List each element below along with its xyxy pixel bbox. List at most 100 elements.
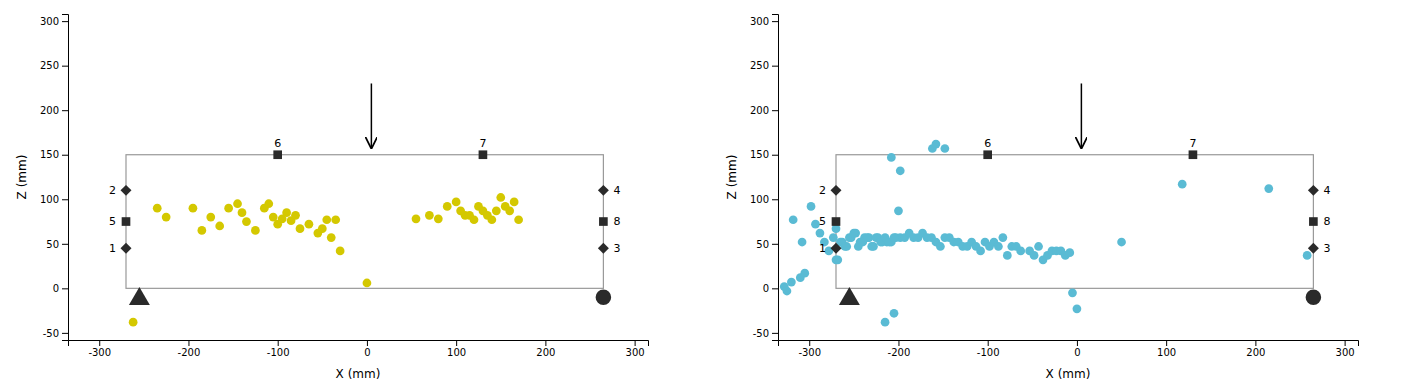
event-point <box>153 204 162 213</box>
y-tick: 100 <box>40 194 68 205</box>
y-tick: 0 <box>53 283 68 294</box>
y-tick-label: 0 <box>763 283 769 294</box>
event-point <box>425 211 434 220</box>
event-point <box>492 206 501 215</box>
y-axis-title: Z (mm) <box>15 155 29 200</box>
event-point <box>816 229 825 238</box>
event-point <box>189 204 198 213</box>
y-tick-mark <box>62 21 68 22</box>
event-point <box>1034 242 1043 251</box>
event-point <box>327 233 336 242</box>
sensor <box>121 243 132 254</box>
sensors <box>831 150 1319 253</box>
y-tick-mark <box>62 288 68 289</box>
sensor <box>1189 150 1198 159</box>
frame <box>836 155 1313 289</box>
sensor <box>122 217 131 226</box>
sensors <box>121 150 609 253</box>
sensor-label: 1 <box>109 242 116 255</box>
x-tick-label: -300 <box>88 347 111 358</box>
event-point <box>994 242 1003 251</box>
event-point <box>224 204 233 213</box>
sensor-label: 8 <box>1323 215 1330 228</box>
x-tick: 100 <box>447 340 466 358</box>
event-point <box>798 238 807 247</box>
sensor <box>479 150 488 159</box>
y-tick-label: 200 <box>750 105 769 116</box>
x-tick: -100 <box>977 340 1000 358</box>
sensor <box>832 217 841 226</box>
event-point <box>242 217 251 226</box>
sensor-labels: 12345678 <box>109 137 620 256</box>
sensor-label: 8 <box>613 215 620 228</box>
x-axis: -300-200-1000100200300 <box>69 340 649 358</box>
sensor <box>1309 217 1318 226</box>
x-tick-mark <box>188 340 189 346</box>
x-tick: -200 <box>178 340 201 358</box>
event-point <box>976 247 985 256</box>
x-tick-mark <box>809 340 810 346</box>
sensor-label: 7 <box>1189 137 1196 150</box>
event-point <box>998 233 1007 242</box>
event-point <box>363 279 372 288</box>
event-point <box>849 229 858 238</box>
x-axis-line <box>779 341 1359 347</box>
y-tick: -50 <box>753 328 778 339</box>
sensor-labels: 12345678 <box>819 137 1330 256</box>
x-tick: 300 <box>626 340 645 358</box>
y-tick-mark <box>772 288 778 289</box>
x-tick: 300 <box>1336 340 1355 358</box>
events <box>129 193 523 326</box>
event-point <box>890 233 899 242</box>
x-tick: 200 <box>536 340 555 358</box>
x-axis: -300-200-1000100200300 <box>779 340 1359 358</box>
event-point <box>1016 247 1025 256</box>
event-point <box>318 224 327 233</box>
x-tick: -300 <box>88 340 111 358</box>
y-tick-label: 300 <box>40 16 59 27</box>
event-point <box>238 208 247 217</box>
event-point <box>305 220 314 229</box>
sensor <box>121 185 132 196</box>
x-axis-title: X (mm) <box>1046 367 1091 381</box>
y-tick-mark <box>62 199 68 200</box>
event-point <box>841 242 850 251</box>
support <box>839 287 860 305</box>
sensor-label: 3 <box>613 242 620 255</box>
y-tick-label: 50 <box>756 239 769 250</box>
y-tick-label: 300 <box>750 16 769 27</box>
event-point <box>787 278 796 287</box>
y-tick: 200 <box>40 105 68 116</box>
y-tick-label: 100 <box>40 194 59 205</box>
y-tick: -50 <box>43 328 68 339</box>
sensor-label: 6 <box>274 137 281 150</box>
x-tick: 0 <box>1074 340 1080 358</box>
event-point <box>1030 251 1039 260</box>
y-tick-label: -50 <box>753 328 769 339</box>
event-point <box>197 226 206 235</box>
sensor-label: 1 <box>819 242 826 255</box>
sensor-label: 4 <box>1323 184 1330 197</box>
event-point <box>452 198 461 207</box>
y-tick: 150 <box>750 149 778 160</box>
event-point <box>129 318 138 327</box>
x-tick-label: 0 <box>1074 347 1080 358</box>
event-point <box>890 309 899 318</box>
event-point <box>863 233 872 242</box>
sensor <box>831 185 842 196</box>
y-tick: 250 <box>40 60 68 71</box>
y-tick-mark <box>772 66 778 67</box>
event-point <box>887 153 896 162</box>
y-axis-title: Z (mm) <box>725 155 739 200</box>
x-tick-label: -100 <box>267 347 290 358</box>
y-tick-mark <box>772 244 778 245</box>
panel: 12345678-300-200-1000100200300-500501001… <box>15 15 649 382</box>
event-point <box>282 208 291 217</box>
y-tick-mark <box>62 333 68 334</box>
event-point <box>215 222 224 231</box>
event-point <box>1065 248 1074 257</box>
y-axis: -50050100150200250300 <box>750 15 779 341</box>
event-point <box>322 215 331 224</box>
y-tick-mark <box>772 199 778 200</box>
event-point <box>932 140 941 149</box>
